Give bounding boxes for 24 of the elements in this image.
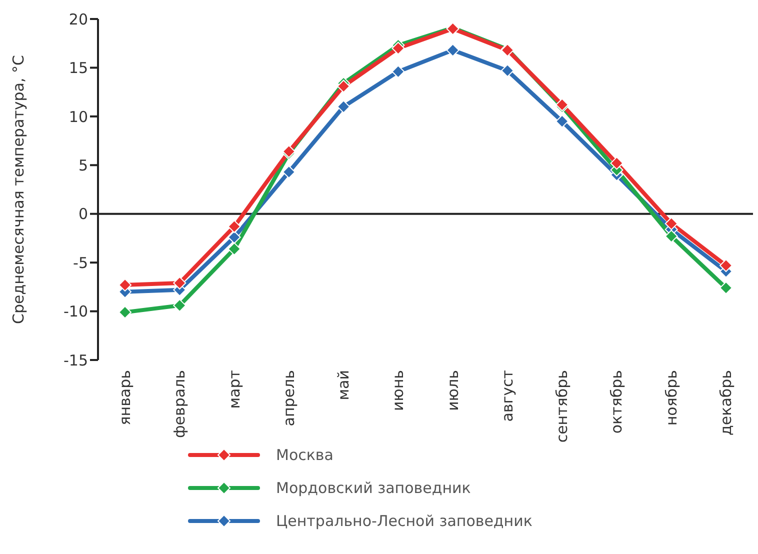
x-tick-label: май: [334, 370, 353, 400]
y-tick-label: 20: [68, 10, 88, 28]
x-tick-label: февраль: [170, 370, 189, 438]
legend-label: Центрально-Лесной заповедник: [276, 512, 532, 530]
x-tick-label: август: [498, 370, 516, 422]
y-tick-label: 5: [78, 156, 88, 174]
y-tick-label: -10: [64, 302, 88, 321]
y-tick-label: 15: [68, 59, 88, 78]
x-tick-label: март: [225, 370, 244, 409]
x-tick-label: июль: [444, 370, 462, 411]
x-tick-label: сентябрь: [553, 370, 572, 443]
x-tick-label: октябрь: [608, 370, 626, 434]
x-tick-label: январь: [116, 370, 134, 426]
legend-label: Москва: [276, 446, 334, 464]
y-axis-title: Среднемесячная температура, °С: [9, 55, 28, 324]
x-tick-label: ноябрь: [662, 370, 680, 426]
x-tick-label: июнь: [389, 370, 408, 412]
x-tick-label: декабрь: [717, 370, 735, 436]
x-tick-label: апрель: [280, 370, 298, 426]
y-tick-label: -5: [73, 254, 88, 272]
legend-label: Мордовский заповедник: [276, 478, 471, 496]
y-tick-label: -15: [64, 351, 88, 370]
y-tick-label: 10: [68, 108, 88, 126]
y-tick-label: 0: [78, 205, 88, 224]
